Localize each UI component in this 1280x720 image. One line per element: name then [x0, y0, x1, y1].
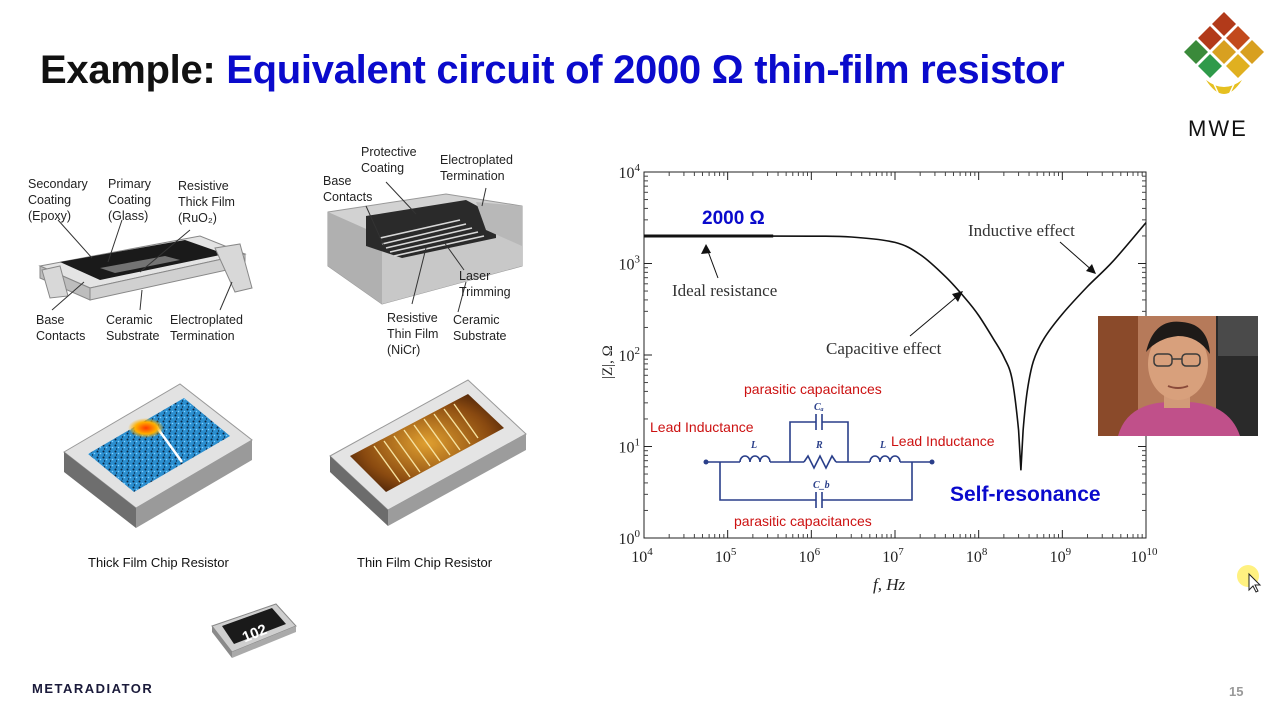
label-base-contacts-thick: Base Contacts [36, 313, 86, 343]
label-protective-coating: Protective Coating [361, 145, 417, 175]
label-parasitic-cap-bottom: parasitic capacitances [734, 513, 872, 529]
mwe-logo-icon [1184, 12, 1264, 108]
title-main: Equivalent circuit of 2000 Ω thin-film r… [226, 48, 1065, 92]
presenter-video-icon [1098, 316, 1258, 436]
y-tick-label: 101 [619, 437, 641, 457]
label-laser-trimming: Laser Trimming [459, 269, 511, 299]
label-lead-inductance-right: Lead Inductance [891, 433, 995, 449]
caption-thick-film-chip: Thick Film Chip Resistor [88, 555, 229, 570]
label-resistive-thin-film: Resistive Thin Film (NiCr) [387, 311, 439, 357]
label-electroplated-termination-thick: Electroplated Termination [170, 313, 243, 343]
x-tick-label: 104 [631, 546, 653, 566]
label-electroplated-termination-thin: Electroplated Termination [440, 153, 513, 183]
title-prefix: Example: [40, 48, 216, 92]
annotation-self-resonance: Self-resonance [950, 483, 1101, 506]
annotation-ideal-resistance: Ideal resistance [672, 281, 777, 300]
label-lead-inductance-left: Lead Inductance [650, 419, 754, 435]
thick-film-cross-section [38, 235, 253, 301]
logo-text: MWE [1188, 116, 1248, 141]
symbol-L-left: L [750, 440, 757, 451]
y-tick-label: 100 [619, 528, 641, 548]
arrow-inductive-effect [1059, 241, 1095, 273]
symbol-R: R [815, 440, 823, 451]
label-secondary-coating: Secondary Coating (Epoxy) [28, 177, 88, 223]
x-tick-label: 107 [882, 546, 904, 566]
label-primary-coating: Primary Coating (Glass) [108, 177, 152, 223]
label-resistive-thick-film: Resistive Thick Film (RuO₂) [178, 179, 235, 225]
thin-film-leader-lines [365, 181, 487, 313]
thick-film-chip-image [63, 383, 253, 528]
cursor-pointer-icon [1237, 565, 1262, 593]
x-tick-label: 105 [715, 546, 737, 566]
annotation-inductive-effect: Inductive effect [968, 221, 1075, 240]
y-tick-label: 102 [619, 345, 641, 365]
x-tick-label: 106 [799, 546, 821, 566]
thick-film-leader-lines [51, 219, 233, 311]
x-axis-label: f, Hz [873, 575, 906, 594]
webcam-video-inset [1098, 316, 1258, 436]
caption-thin-film-chip: Thin Film Chip Resistor [357, 555, 493, 570]
y-axis-label: |Z|, Ω [600, 345, 616, 379]
symbol-Cb: C_b [813, 480, 830, 491]
page-number: 15 [1229, 684, 1244, 699]
smd-marking-text: 102 [240, 621, 270, 646]
equivalent-circuit-diagram: L R L Cₐ C_b parasitic capacitances Lead… [650, 381, 995, 529]
smd-resistor-image [211, 603, 297, 658]
symbol-L-right: L [879, 440, 886, 451]
impedance-curve [643, 222, 1147, 471]
x-tick-label: 1010 [1131, 546, 1159, 566]
annotation-2000-ohm: 2000 Ω [702, 208, 765, 229]
chart-ticks: 104 105 106 107 108 109 1010 100 101 102 103 104 [619, 162, 1159, 566]
arrowhead-inductive [1086, 264, 1096, 274]
x-tick-label: 109 [1050, 546, 1072, 566]
x-tick-label: 108 [966, 546, 988, 566]
impedance-chart: 104 105 106 107 108 109 1010 100 101 102 103 104 |Z… [600, 162, 1159, 594]
smd-marking-layer: 102 [240, 621, 270, 646]
brand-footer: METARADIATOR [32, 681, 154, 696]
label-parasitic-cap-top: parasitic capacitances [744, 381, 882, 397]
arrow-capacitive-effect [909, 293, 961, 337]
label-ceramic-substrate-thin: Ceramic Substrate [453, 313, 507, 343]
y-tick-label: 104 [619, 162, 641, 182]
thin-film-chip-image [329, 379, 527, 526]
annotation-capacitive-effect: Capacitive effect [826, 339, 942, 358]
slide-title: Example: Equivalent circuit of 2000 Ω th… [40, 48, 1065, 93]
symbol-Ca: Cₐ [814, 402, 824, 413]
label-ceramic-substrate-thick: Ceramic Substrate [106, 313, 160, 343]
arrowhead-capacitive [952, 291, 963, 302]
thin-film-cross-section [327, 193, 523, 305]
label-base-contacts-thin: Base Contacts [323, 174, 373, 204]
arrowhead-ideal [701, 244, 711, 254]
y-tick-label: 103 [619, 254, 641, 274]
